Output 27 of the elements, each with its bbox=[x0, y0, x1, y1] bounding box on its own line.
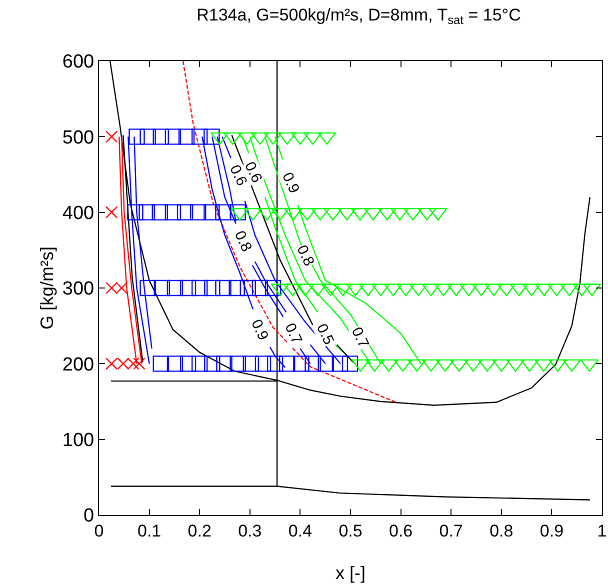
annotation: 0.8 bbox=[230, 228, 256, 254]
x-tick-label: 0.1 bbox=[137, 522, 162, 540]
y-tick-label: 600 bbox=[62, 52, 94, 73]
x-tick-label: 0.5 bbox=[338, 522, 362, 540]
annotation: 0.9 bbox=[248, 316, 272, 343]
annotation: 0.8 bbox=[293, 242, 318, 269]
x-tick-label: 0.8 bbox=[490, 522, 514, 540]
y-tick-label: 400 bbox=[62, 202, 94, 224]
x-tick-label: 0.9 bbox=[540, 522, 564, 540]
annotation: 0.7 bbox=[281, 320, 306, 347]
x-tick-label: 0.4 bbox=[288, 522, 312, 540]
x-tick-label: 0.2 bbox=[188, 522, 212, 540]
chart-title: R134a, G=500kg/m²s, D=8mm, T$_{sat}$ = 15°C bbox=[196, 6, 521, 28]
x-tick-label: 0.6 bbox=[388, 522, 413, 540]
annotation: 0.7 bbox=[348, 324, 372, 351]
y-axis-title: G [kg/m²s] bbox=[36, 246, 57, 330]
x-axis-title: x [-] bbox=[336, 563, 366, 584]
x-tick-label: 0.3 bbox=[238, 522, 262, 540]
y-tick-label: 200 bbox=[62, 354, 94, 376]
y-tick-label: 500 bbox=[62, 127, 94, 148]
annotation: 0.9 bbox=[278, 170, 303, 196]
x-tick-label: 1 bbox=[597, 522, 607, 540]
y-tick-label: 300 bbox=[62, 278, 94, 300]
annotation: 0.5 bbox=[312, 321, 338, 348]
y-tick-label: 100 bbox=[62, 430, 94, 451]
x-tick-label: 0.7 bbox=[439, 522, 463, 540]
y-tick-label: 0 bbox=[84, 506, 94, 527]
